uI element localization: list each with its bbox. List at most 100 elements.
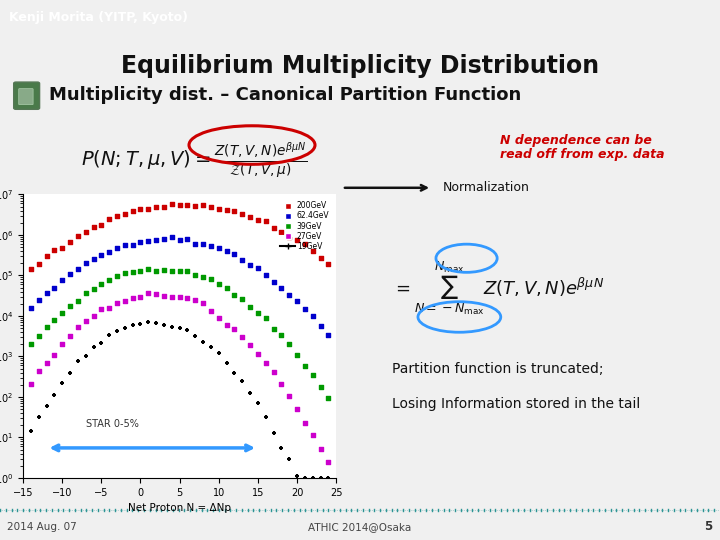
Point [292, 296, 303, 305]
Point [25, 304, 37, 313]
FancyBboxPatch shape [14, 82, 40, 109]
Point [150, 266, 162, 275]
Point [111, 244, 122, 253]
Point [229, 250, 240, 259]
Point [111, 212, 122, 220]
Point [252, 399, 264, 408]
Point [41, 359, 53, 367]
Point [88, 285, 99, 293]
Point [166, 322, 178, 331]
Point [41, 289, 53, 298]
Point [276, 380, 287, 388]
Point [299, 240, 310, 248]
Point [276, 331, 287, 340]
Point [158, 266, 170, 274]
Point [205, 306, 217, 315]
Point [33, 367, 45, 375]
Point [25, 340, 37, 348]
Point [56, 379, 68, 388]
Text: $P(N;T,\mu,V) = \frac{Z(T,V,N)e^{\beta\mu N}}{\mathcal{Z}(T,V,\mu)}$: $P(N;T,\mu,V) = \frac{Z(T,V,N)e^{\beta\m… [81, 140, 307, 180]
Point [292, 235, 303, 244]
Point [197, 299, 209, 308]
Point [236, 376, 248, 385]
Point [189, 296, 201, 305]
Point [323, 330, 334, 339]
Point [127, 241, 138, 249]
Point [72, 265, 84, 273]
Point [213, 280, 225, 289]
Point [260, 359, 271, 367]
Point [56, 276, 68, 285]
Point [189, 271, 201, 279]
Point [135, 320, 146, 328]
Point [135, 293, 146, 301]
Point [49, 246, 60, 254]
Point [252, 308, 264, 317]
Point [307, 474, 318, 482]
Text: Normalization: Normalization [443, 181, 530, 194]
Point [25, 265, 37, 273]
Point [174, 323, 186, 332]
Point [252, 264, 264, 272]
Point [41, 252, 53, 260]
Point [158, 320, 170, 329]
Point [127, 321, 138, 329]
Point [111, 272, 122, 281]
Point [150, 290, 162, 299]
Text: ATHIC 2014@Osaka: ATHIC 2014@Osaka [308, 522, 412, 532]
Point [213, 244, 225, 252]
Point [119, 323, 130, 332]
Point [315, 322, 326, 330]
Point [284, 340, 295, 349]
Point [221, 206, 233, 215]
Point [323, 474, 334, 482]
Point [315, 254, 326, 262]
Point [292, 350, 303, 359]
Point [213, 313, 225, 322]
Point [127, 293, 138, 302]
Point [181, 235, 193, 244]
Point [236, 255, 248, 264]
Point [307, 370, 318, 379]
Point [236, 210, 248, 218]
Point [229, 325, 240, 333]
Point [307, 431, 318, 440]
Point [268, 325, 279, 334]
Point [189, 332, 201, 340]
Point [276, 284, 287, 293]
Point [181, 201, 193, 210]
Point [197, 337, 209, 346]
Point [166, 233, 178, 241]
Point [284, 291, 295, 299]
Text: Equilibrium Multiplicity Distribution: Equilibrium Multiplicity Distribution [121, 54, 599, 78]
Text: read off from exp. data: read off from exp. data [500, 148, 665, 161]
Text: 2014 Aug. 07: 2014 Aug. 07 [7, 522, 77, 532]
Point [104, 303, 115, 312]
Point [299, 362, 310, 370]
Point [158, 292, 170, 300]
Point [96, 338, 107, 347]
Point [41, 401, 53, 410]
Point [236, 333, 248, 342]
Point [56, 244, 68, 253]
Point [143, 237, 154, 245]
Point [80, 227, 91, 236]
Point [72, 231, 84, 240]
Point [229, 207, 240, 216]
Point [49, 284, 60, 292]
Point [127, 267, 138, 276]
Point [119, 241, 130, 249]
Point [197, 240, 209, 248]
Point [72, 323, 84, 332]
Point [221, 247, 233, 255]
Point [33, 260, 45, 268]
Point [260, 314, 271, 323]
Point [299, 474, 310, 482]
Point [260, 217, 271, 226]
Point [150, 236, 162, 245]
Point [205, 203, 217, 212]
Point [143, 289, 154, 298]
Text: N dependence can be: N dependence can be [500, 134, 652, 147]
Point [80, 289, 91, 298]
Point [244, 341, 256, 349]
